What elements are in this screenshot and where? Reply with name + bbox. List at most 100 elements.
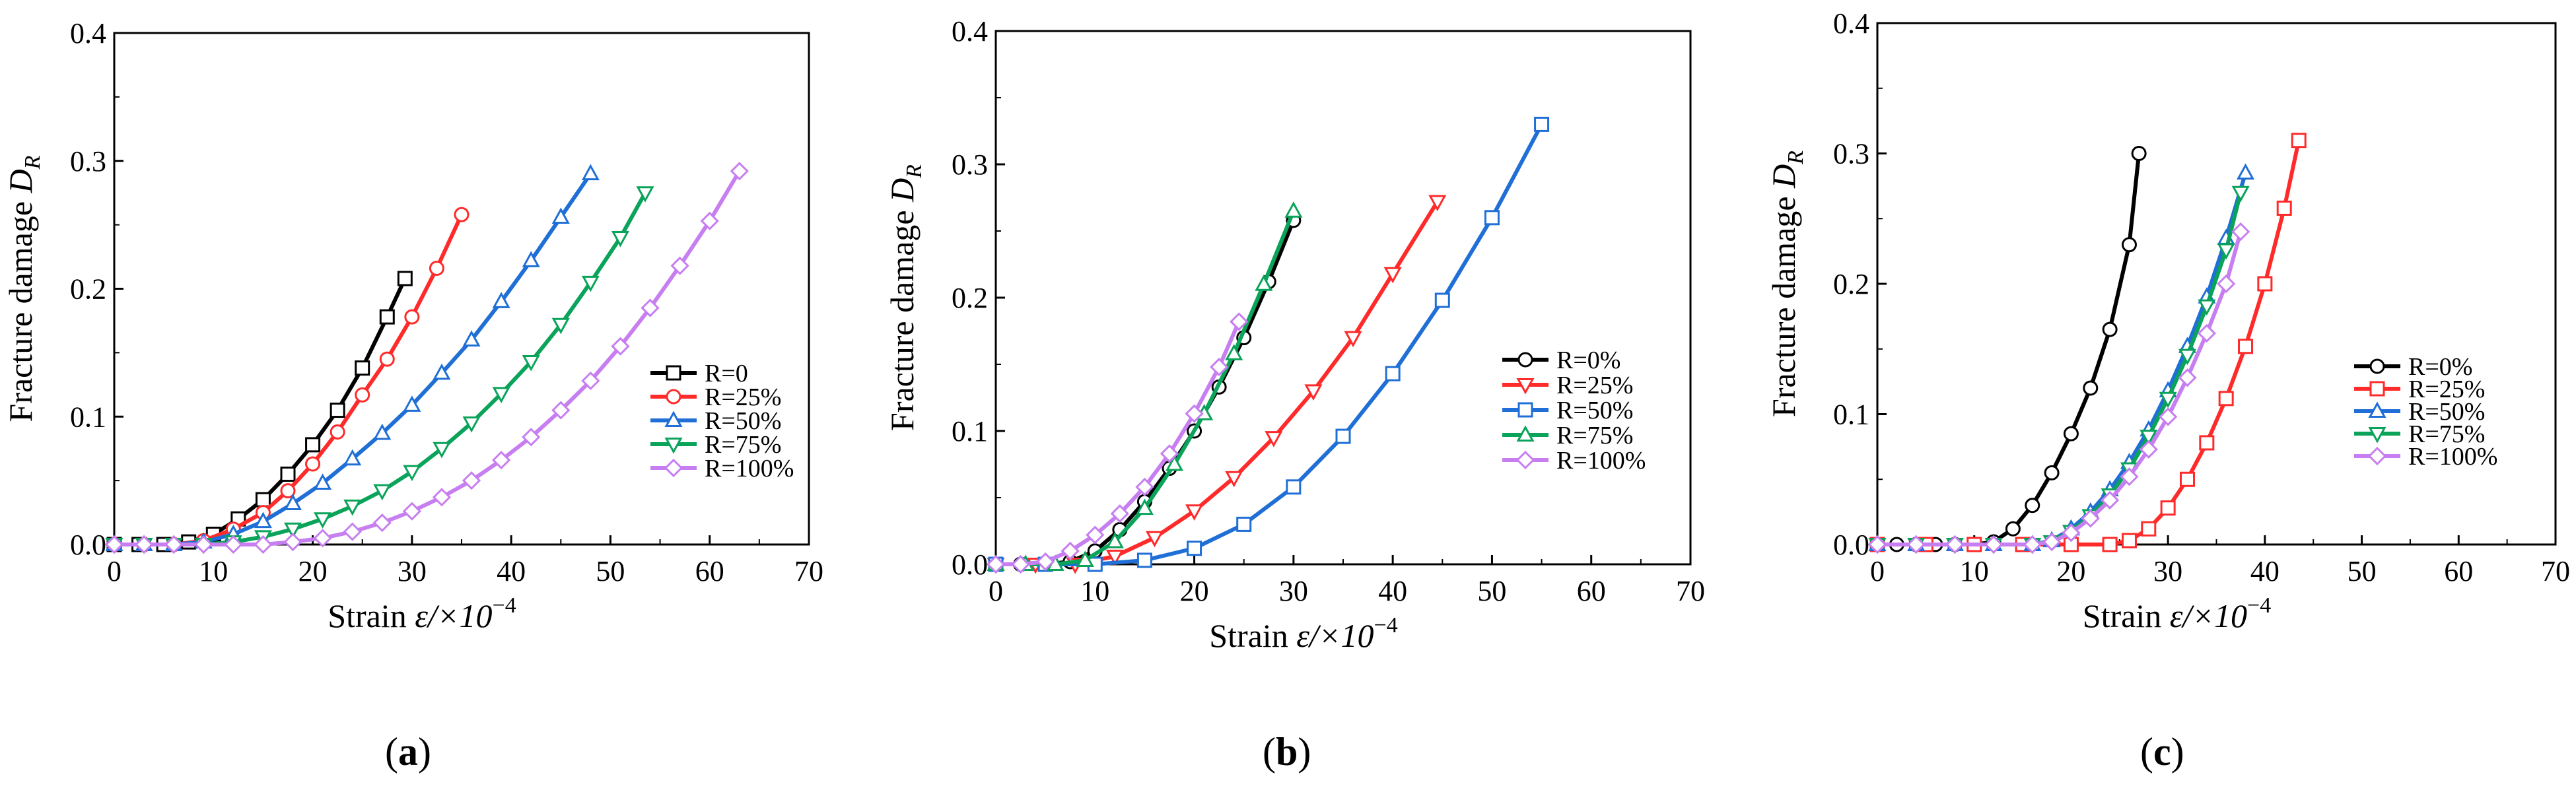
data-point [522, 251, 540, 267]
data-point [551, 207, 570, 224]
data-point [280, 483, 296, 499]
data-point [283, 494, 302, 510]
legend-marker [666, 389, 681, 405]
data-point [1086, 525, 1105, 544]
data-point [492, 387, 510, 403]
data-point [379, 309, 395, 325]
chart-panel-a: 0 10 20 30 40 50 60 70 0.0 0.1 0.2 0.3 0.4 Strain ε/×… [2, 17, 823, 634]
data-point [1906, 535, 1926, 554]
x-tick-label: 0 [989, 575, 1003, 607]
data-point [355, 387, 370, 403]
series-line [1875, 230, 2243, 546]
data-point [1286, 479, 1302, 495]
y-tick-label: 0.1 [1833, 399, 1869, 431]
y-tick-label: 0.3 [1833, 138, 1869, 170]
legend-label: R=50% [1556, 397, 1633, 424]
caption-c: (c) [2140, 730, 2184, 774]
data-point [2179, 471, 2195, 487]
data-point [330, 403, 345, 418]
data-point [1230, 312, 1249, 331]
series-line [994, 122, 1544, 566]
data-point [491, 451, 511, 470]
y-tick-label: 0.3 [952, 148, 988, 181]
y-axis-label: Fracture damage DR [2, 155, 45, 422]
data-point [1428, 195, 1447, 212]
data-point [1061, 541, 1080, 560]
data-point [522, 354, 540, 372]
legend-marker [2367, 446, 2387, 466]
x-tick-label: 40 [2250, 555, 2280, 587]
data-point [2231, 185, 2250, 203]
data-point [2120, 467, 2139, 486]
x-axis-label-text: Strain [1209, 617, 1296, 654]
data-point [330, 424, 345, 440]
y-tick-label: 0.2 [70, 273, 106, 306]
x-axis-label: Strain ε/×10−4 [2083, 593, 2271, 634]
data-point [611, 337, 630, 356]
data-point [2025, 498, 2040, 513]
data-point [1255, 275, 1273, 291]
y-axis-label: Fracture damage DR [1765, 150, 1808, 417]
legend-marker [2369, 358, 2385, 374]
data-point [1304, 384, 1323, 401]
data-point [1434, 292, 1450, 308]
x-tick-label: 40 [497, 555, 526, 587]
data-point [2199, 435, 2215, 451]
data-point [2276, 200, 2292, 216]
data-point [1145, 531, 1164, 548]
data-point [462, 471, 481, 490]
legend-marker [2369, 381, 2385, 397]
y-axis-subscript: R [1784, 150, 1808, 165]
chart-panel-b: 0 10 20 30 40 50 60 70 0.0 0.1 0.2 0.3 0.4 Strain ε/×… [884, 15, 1705, 654]
caption-a: (a) [385, 730, 431, 774]
x-axis-exponent: −4 [2247, 593, 2271, 618]
data-point [1484, 210, 1500, 226]
data-point [194, 535, 213, 554]
x-axis-label-text: Strain [2083, 597, 2170, 634]
data-point [2217, 243, 2235, 260]
data-point [1945, 535, 1965, 554]
data-point [1185, 404, 1204, 423]
data-point [1105, 532, 1124, 548]
x-tick-label: 10 [1080, 575, 1109, 607]
data-point [404, 309, 420, 325]
data-point [611, 231, 629, 248]
data-point [305, 437, 321, 453]
y-axis-label-text: Fracture damage [2, 193, 39, 422]
data-point [373, 423, 392, 440]
data-point [1160, 444, 1179, 463]
x-axis-label-text: Strain [328, 597, 415, 634]
legend-label: R=75% [1556, 422, 1633, 449]
data-point [433, 442, 451, 459]
data-point [2238, 339, 2254, 354]
x-tick-label: 40 [1378, 575, 1407, 607]
x-tick-label: 70 [1676, 575, 1705, 607]
data-point [2140, 430, 2158, 446]
data-point [1136, 552, 1152, 568]
legend-label: R=25% [1556, 372, 1633, 399]
data-point [343, 522, 362, 541]
legend-label: R=25% [705, 383, 781, 411]
data-point [1265, 431, 1283, 447]
data-point [379, 351, 395, 367]
x-tick-label: 10 [199, 555, 228, 587]
legend-marker [1516, 378, 1535, 395]
y-axis-symbol: D [2, 169, 39, 193]
data-point [1344, 331, 1362, 348]
data-point [283, 533, 302, 552]
x-axis-exponent: −4 [493, 593, 516, 618]
data-point [2062, 523, 2081, 543]
data-point [402, 502, 421, 521]
data-point [730, 162, 749, 181]
data-point [355, 360, 370, 376]
x-tick-label: 50 [2348, 555, 2377, 587]
data-point [700, 211, 719, 230]
data-point [283, 522, 302, 539]
data-point [372, 513, 392, 533]
data-point [1165, 454, 1184, 471]
data-point [641, 298, 660, 317]
data-point [1110, 504, 1129, 523]
data-point [1225, 344, 1243, 360]
legend-label: R=75% [2408, 420, 2485, 448]
data-point [134, 535, 154, 554]
